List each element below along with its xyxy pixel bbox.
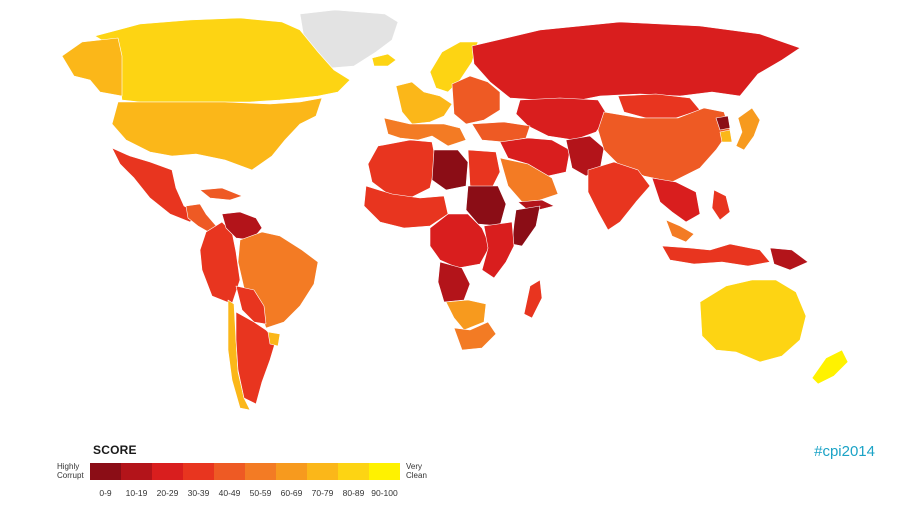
legend-swatch — [307, 463, 338, 480]
region-indonesia[interactable] — [661, 243, 771, 267]
region-alaska[interactable] — [61, 37, 123, 97]
legend-swatch — [183, 463, 214, 480]
region-chile[interactable] — [227, 299, 251, 411]
region-somalia[interactable] — [511, 205, 541, 247]
region-argentina[interactable] — [235, 311, 277, 405]
legend-swatch — [121, 463, 152, 480]
legend-tick-label: 30-39 — [187, 488, 210, 498]
region-south-africa[interactable] — [453, 321, 497, 351]
legend-color-scale — [90, 463, 400, 480]
region-malaysia[interactable] — [665, 219, 695, 243]
legend-tick-label: 70-79 — [311, 488, 334, 498]
legend-high-label-line2: Clean — [406, 471, 427, 480]
region-philippines[interactable] — [711, 189, 731, 221]
region-japan[interactable] — [735, 107, 761, 151]
legend-tick-labels: 0-9 10-19 20-29 30-39 40-49 50-59 60-69 70-79 80… — [90, 488, 400, 498]
region-china[interactable] — [597, 107, 731, 183]
legend-swatch — [245, 463, 276, 480]
region-libya[interactable] — [431, 149, 469, 191]
region-south-korea[interactable] — [719, 129, 733, 143]
region-scandinavia[interactable] — [429, 41, 479, 93]
region-madagascar[interactable] — [523, 279, 543, 319]
region-caribbean[interactable] — [199, 187, 243, 201]
region-egypt[interactable] — [467, 149, 501, 189]
legend-high-label: Very Clean — [406, 462, 427, 480]
region-russia[interactable] — [471, 21, 801, 103]
legend-tick-label: 50-59 — [249, 488, 272, 498]
region-united-states[interactable] — [111, 97, 323, 171]
region-australia[interactable] — [699, 279, 807, 363]
legend-swatch — [276, 463, 307, 480]
region-west-africa[interactable] — [363, 185, 449, 229]
region-east-africa[interactable] — [481, 221, 515, 279]
legend-tick-label: 20-29 — [156, 488, 179, 498]
legend-swatch — [152, 463, 183, 480]
legend-swatch — [338, 463, 369, 480]
region-western-europe[interactable] — [395, 81, 453, 125]
region-kazakhstan-central-asia[interactable] — [515, 97, 609, 141]
legend-tick-label: 90-100 — [371, 488, 398, 498]
region-canada[interactable] — [94, 17, 351, 103]
legend-tick-label: 0-9 — [99, 488, 112, 498]
region-bolivia-paraguay[interactable] — [235, 285, 267, 325]
legend-low-label-line1: Highly — [57, 462, 80, 471]
legend-tick-label: 80-89 — [342, 488, 365, 498]
legend-swatch — [214, 463, 245, 480]
world-map — [61, 9, 849, 411]
region-north-africa[interactable] — [367, 139, 437, 199]
region-india[interactable] — [587, 161, 651, 231]
region-iran-middle-east[interactable] — [499, 137, 571, 177]
region-southeast-asia[interactable] — [651, 177, 701, 223]
legend-low-label-line2: Corrupt — [57, 471, 84, 480]
legend-swatch — [90, 463, 121, 480]
region-angola[interactable] — [437, 261, 471, 303]
legend-title: SCORE — [93, 443, 137, 457]
legend-swatch — [369, 463, 400, 480]
legend-low-label: Highly Corrupt — [57, 462, 84, 480]
region-north-korea[interactable] — [715, 115, 731, 131]
region-eastern-europe[interactable] — [451, 75, 501, 125]
region-southern-europe[interactable] — [383, 117, 467, 147]
legend-tick-label: 40-49 — [218, 488, 241, 498]
region-uruguay[interactable] — [267, 331, 281, 347]
region-central-africa[interactable] — [429, 213, 491, 269]
legend-tick-label: 60-69 — [280, 488, 303, 498]
region-papua-new-guinea[interactable] — [769, 247, 809, 271]
region-namibia-botswana[interactable] — [445, 299, 487, 331]
legend-high-label-line1: Very — [406, 462, 423, 471]
region-saudi-arabia-gulf[interactable] — [499, 157, 559, 203]
legend-tick-label: 10-19 — [125, 488, 148, 498]
region-new-zealand[interactable] — [811, 349, 849, 385]
hashtag[interactable]: #cpi2014 — [814, 443, 875, 460]
region-iceland[interactable] — [371, 53, 397, 67]
